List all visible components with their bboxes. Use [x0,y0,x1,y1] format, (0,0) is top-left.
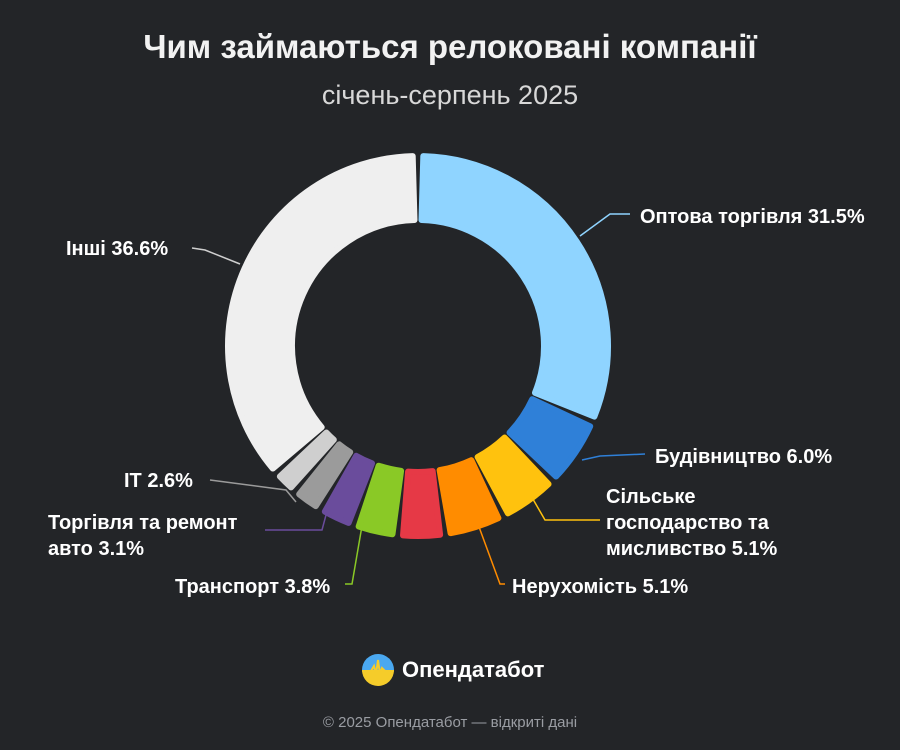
chart-subtitle: січень-серпень 2025 [321,80,579,110]
slice-6 [321,452,376,526]
slice-8 [276,429,337,491]
label-transport: Транспорт 3.8% [175,576,331,598]
leader-line-1 [581,453,646,461]
slice-4 [400,468,444,539]
label-construction: Будівництво 6.0% [655,446,833,468]
slice-1 [506,396,594,480]
label-other: Інші 36.6% [66,238,169,260]
label-real-estate: Нерухомість 5.1% [512,576,689,598]
leader-line-7 [209,479,297,503]
leader-line-6 [265,499,331,531]
chart-title: Чим займаються релоковані компанії [143,28,757,65]
opendatabot-logo-icon [362,654,394,686]
label-it: IT 2.6% [124,470,193,492]
leader-line-9 [191,247,241,265]
label-agriculture: Сільське господарство та мисливство 5.1% [606,486,778,560]
footer: © 2025 Опендатабот — відкриті дані [322,714,578,731]
slice-5 [355,462,405,538]
slice-0 [418,153,611,420]
label-auto-trade: Торгівля та ремонт авто 3.1% [48,512,238,560]
brand: Опендатабот [362,654,544,686]
slice-3 [436,457,502,537]
slice-9 [225,153,418,472]
brand-name: Опендатабот [402,657,545,682]
leader-line-3 [474,515,505,585]
leader-line-0 [579,213,630,237]
label-wholesale: Оптова торгівля 31.5% [640,206,865,228]
slice-7 [296,441,354,510]
leader-line-5 [345,519,364,585]
leader-line-2 [529,493,600,521]
